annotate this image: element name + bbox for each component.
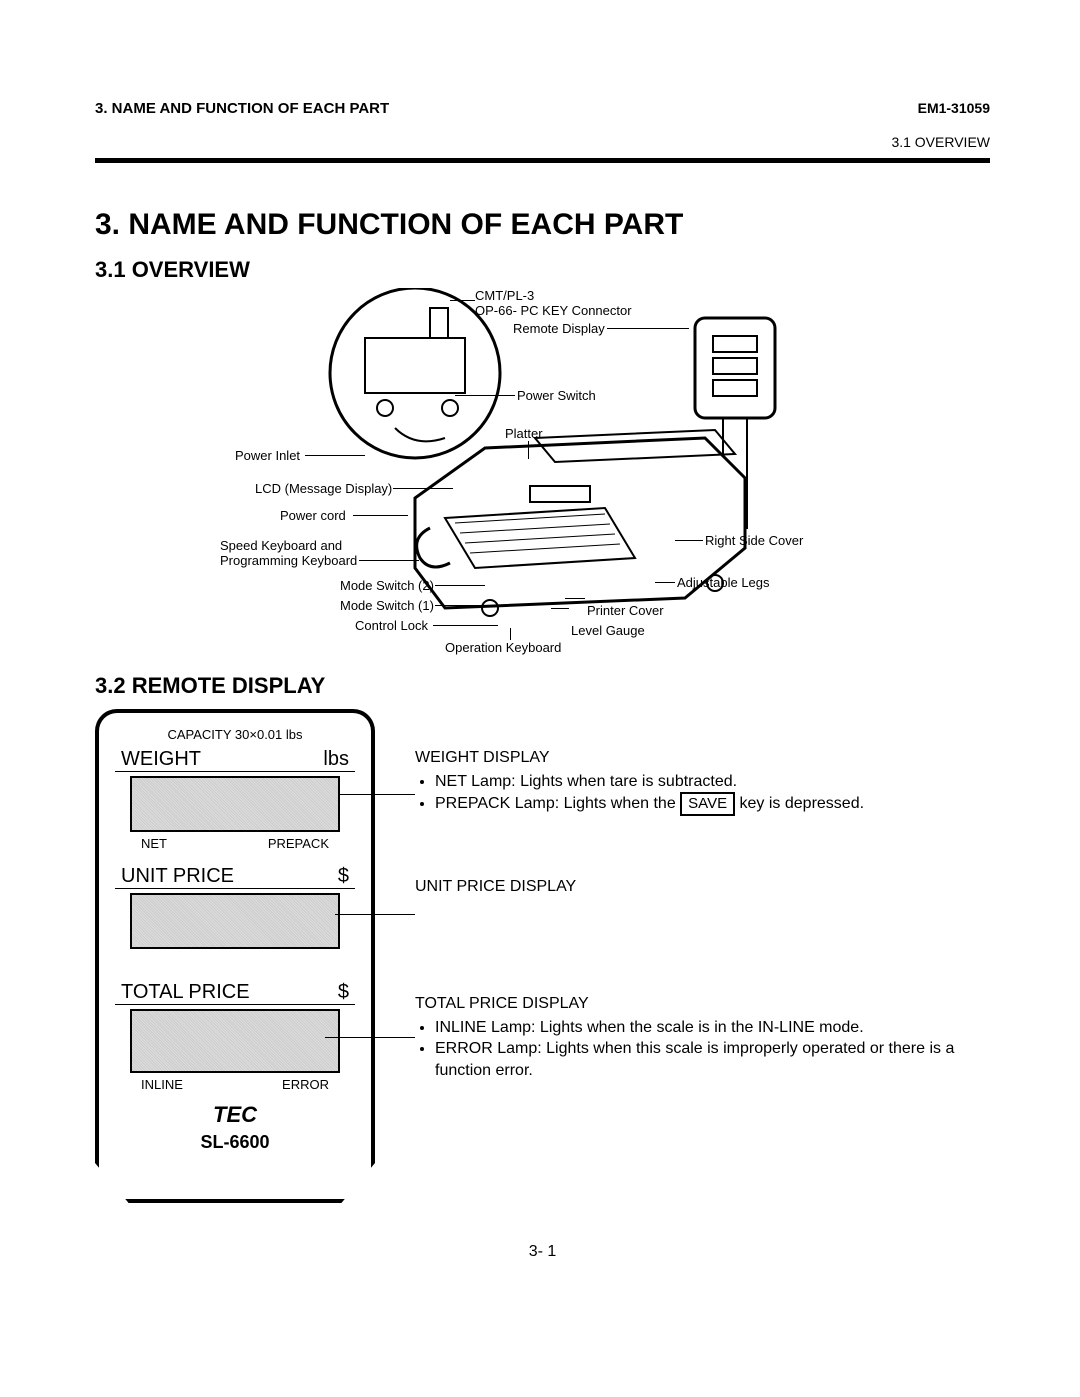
label-speed-kbd: Speed Keyboard and Programming Keyboard xyxy=(220,538,357,568)
weight-display-hdr: WEIGHT DISPLAY xyxy=(415,747,990,769)
remote-display-panel: CAPACITY 30×0.01 lbs WEIGHT lbs NET PREP… xyxy=(95,709,375,1163)
label-control-lock: Control Lock xyxy=(355,618,428,633)
inline-lamp-label: INLINE xyxy=(141,1077,183,1092)
prepack-lamp-note: PREPACK Lamp: Lights when the SAVE key i… xyxy=(435,792,990,816)
weight-title-row: WEIGHT lbs xyxy=(115,748,355,772)
header-rule xyxy=(95,158,990,163)
section-title: 3. NAME AND FUNCTION OF EACH PART xyxy=(95,208,990,242)
save-key: SAVE xyxy=(680,792,735,816)
weight-title: WEIGHT xyxy=(121,748,201,771)
subsection-3-2: 3.2 REMOTE DISPLAY xyxy=(95,673,990,699)
unitprice-title-row: UNIT PRICE $ xyxy=(115,865,355,889)
total-price-display-hdr: TOTAL PRICE DISPLAY xyxy=(415,993,990,1015)
brand-text: TEC xyxy=(113,1102,357,1128)
error-lamp-note: ERROR Lamp: Lights when this scale is im… xyxy=(435,1038,990,1081)
label-power-cord: Power cord xyxy=(280,508,346,523)
page-header: 3. NAME AND FUNCTION OF EACH PART EM1-31… xyxy=(95,100,990,150)
net-lamp-label: NET xyxy=(141,836,167,851)
overview-diagram: CMT/PL-3 OP-66- PC KEY Connector Remote … xyxy=(155,288,905,658)
label-right-cover: Right Side Cover xyxy=(705,533,803,548)
label-op-kbd: Operation Keyboard xyxy=(445,640,561,655)
unitprice-display xyxy=(130,893,340,949)
header-right: EM1-31059 3.1 OVERVIEW xyxy=(891,100,990,150)
remote-panel-wrap: CAPACITY 30×0.01 lbs WEIGHT lbs NET PREP… xyxy=(95,709,375,1203)
label-level: Level Gauge xyxy=(571,623,645,638)
weight-display xyxy=(130,776,340,832)
total-indicators: INLINE ERROR xyxy=(113,1077,357,1102)
label-adj-legs: Adjustable Legs xyxy=(677,575,770,590)
unitprice-unit: $ xyxy=(338,865,349,888)
subsection-3-1: 3.1 OVERVIEW xyxy=(95,257,990,283)
label-mode1: Mode Switch (1) xyxy=(340,598,434,613)
capacity-text: CAPACITY 30×0.01 lbs xyxy=(113,727,357,742)
totalprice-unit: $ xyxy=(338,981,349,1004)
label-op66: OP-66- PC KEY Connector xyxy=(475,303,632,318)
totalprice-display xyxy=(130,1009,340,1073)
totalprice-title-row: TOTAL PRICE $ xyxy=(115,981,355,1005)
label-lcd: LCD (Message Display) xyxy=(255,481,392,496)
prepack-lamp-label: PREPACK xyxy=(268,836,329,851)
weight-unit: lbs xyxy=(323,748,349,771)
page-number: 3- 1 xyxy=(95,1243,990,1261)
header-doc-number: EM1-31059 xyxy=(891,100,990,116)
weight-indicators: NET PREPACK xyxy=(113,836,357,861)
unitprice-title: UNIT PRICE xyxy=(121,865,234,888)
document-page: 3. NAME AND FUNCTION OF EACH PART EM1-31… xyxy=(0,0,1080,1397)
remote-display-figure: CAPACITY 30×0.01 lbs WEIGHT lbs NET PREP… xyxy=(95,709,990,1203)
weight-display-notes: NET Lamp: Lights when tare is subtracted… xyxy=(435,771,990,817)
panel-bottom-chamfer xyxy=(95,1163,375,1203)
header-subsection: 3.1 OVERVIEW xyxy=(891,134,990,150)
error-lamp-label: ERROR xyxy=(282,1077,329,1092)
total-price-notes: INLINE Lamp: Lights when the scale is in… xyxy=(435,1017,990,1082)
totalprice-title: TOTAL PRICE xyxy=(121,981,250,1004)
unit-price-display-hdr: UNIT PRICE DISPLAY xyxy=(415,876,990,898)
inline-lamp-note: INLINE Lamp: Lights when the scale is in… xyxy=(435,1017,990,1039)
remote-display-legend: WEIGHT DISPLAY NET Lamp: Lights when tar… xyxy=(415,709,990,1093)
label-platter: Platter xyxy=(505,426,543,441)
label-power-switch: Power Switch xyxy=(517,388,596,403)
label-cmt: CMT/PL-3 xyxy=(475,288,534,303)
model-text: SL-6600 xyxy=(113,1132,357,1153)
label-mode2: Mode Switch (2) xyxy=(340,578,434,593)
label-remote-display: Remote Display xyxy=(513,321,605,336)
net-lamp-note: NET Lamp: Lights when tare is subtracted… xyxy=(435,771,990,793)
label-power-inlet: Power Inlet xyxy=(235,448,300,463)
header-section-title: 3. NAME AND FUNCTION OF EACH PART xyxy=(95,100,389,150)
label-printer: Printer Cover xyxy=(587,603,664,618)
